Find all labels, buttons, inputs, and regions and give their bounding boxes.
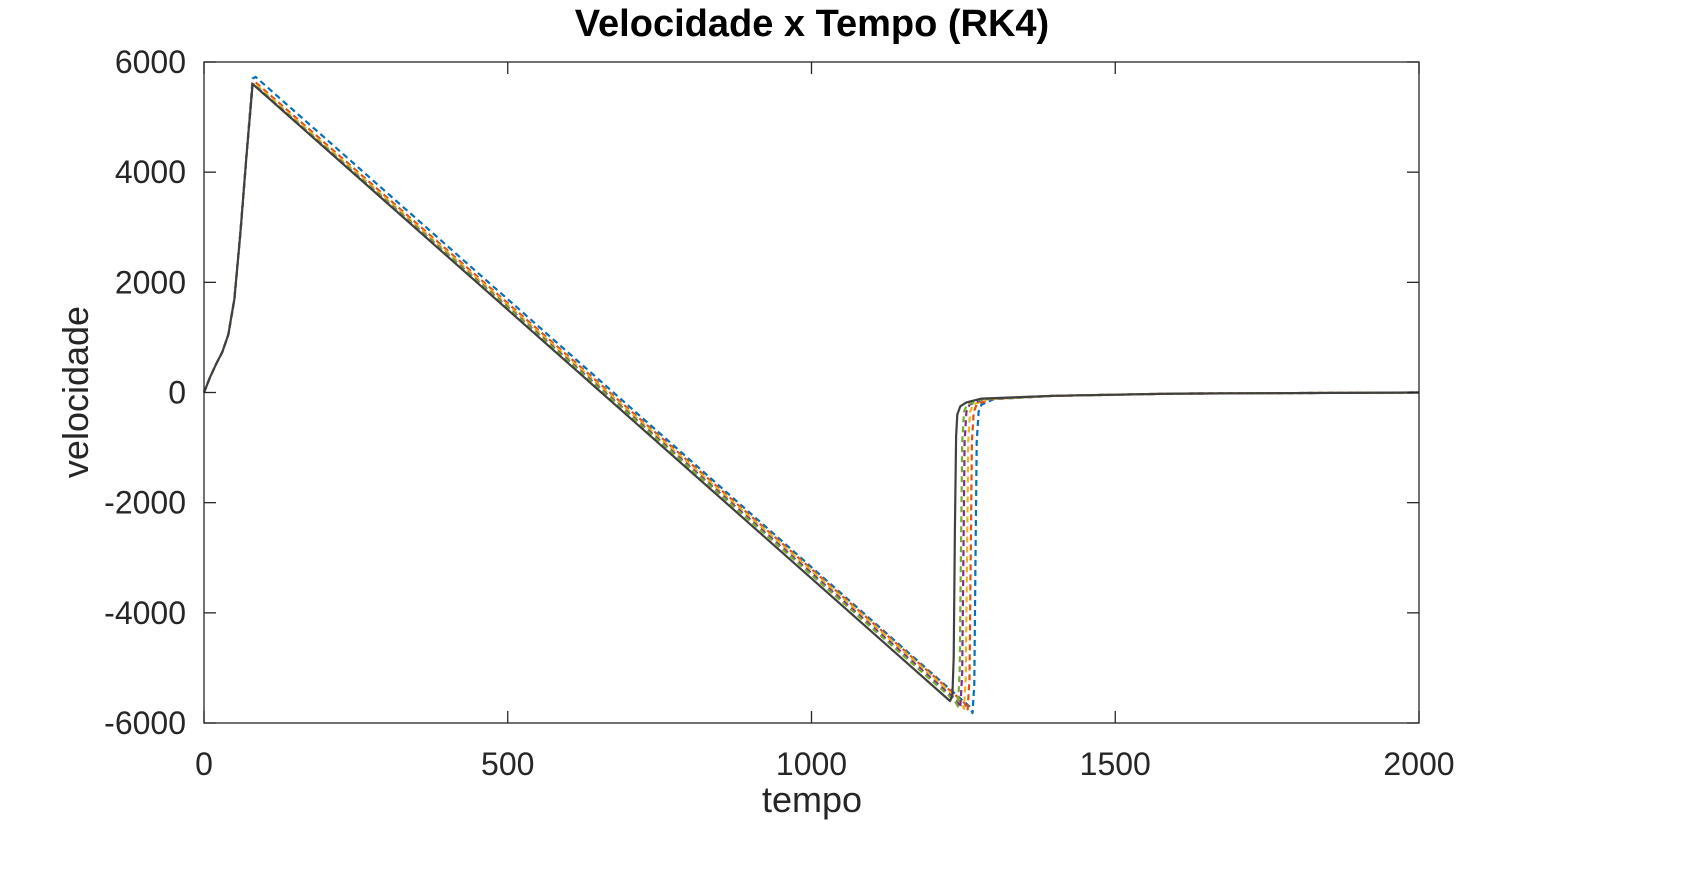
y-tick-label: 4000 xyxy=(115,154,186,190)
x-tick-label: 2000 xyxy=(1383,746,1454,782)
x-tick-label: 1000 xyxy=(776,746,847,782)
plot-area-frame xyxy=(203,61,1420,724)
y-tick-label: -6000 xyxy=(104,705,186,741)
x-axis-label: tempo xyxy=(762,779,862,820)
chart-title: Velocidade x Tempo (RK4) xyxy=(575,3,1049,45)
y-tick-label: -4000 xyxy=(104,595,186,631)
y-axis-ticks: -6000 -4000 -2000 0 2000 4000 6000 xyxy=(104,44,1419,741)
x-tick-label: 1500 xyxy=(1080,746,1151,782)
x-tick-label: 0 xyxy=(195,746,213,782)
x-axis-ticks: 0 500 1000 1500 2000 xyxy=(195,62,1455,782)
y-tick-label: -2000 xyxy=(104,485,186,521)
y-tick-label: 0 xyxy=(168,375,186,411)
series-line-5 xyxy=(202,82,1420,708)
series-line-4 xyxy=(202,82,1420,709)
series-line-3 xyxy=(202,81,1420,710)
x-tick-label: 500 xyxy=(481,746,534,782)
y-tick-label: 6000 xyxy=(115,44,186,80)
series-line-1 xyxy=(202,75,1420,715)
series-line-6 xyxy=(202,82,1420,703)
y-axis-label: velocidade xyxy=(55,306,96,478)
series-line-2 xyxy=(202,80,1420,712)
y-tick-label: 2000 xyxy=(115,264,186,300)
series-layer xyxy=(202,75,1420,715)
